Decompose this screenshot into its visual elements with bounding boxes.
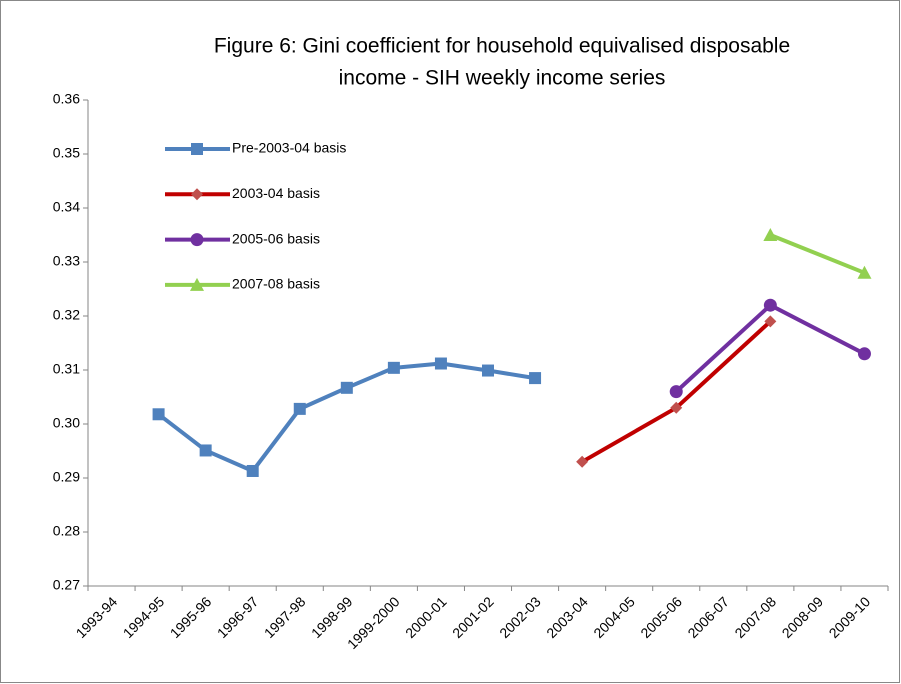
legend-label: 2003-04 basis (232, 185, 320, 201)
legend-label: 2007-08 basis (232, 276, 320, 292)
y-tick-label: 0.28 (53, 523, 80, 539)
chart-title: income - SIH weekly income series (339, 67, 666, 90)
data-point (387, 361, 400, 374)
y-tick-label: 0.33 (53, 253, 80, 269)
data-point (152, 408, 165, 421)
legend-marker (191, 188, 203, 201)
data-point (669, 385, 683, 399)
y-tick-label: 0.36 (53, 91, 80, 107)
legend-marker (190, 233, 204, 247)
data-point (857, 265, 872, 279)
data-point (246, 464, 259, 477)
y-tick-label: 0.29 (53, 469, 80, 485)
y-tick-label: 0.30 (53, 415, 80, 431)
legend-marker (190, 277, 204, 291)
y-tick-label: 0.35 (53, 145, 80, 161)
y-tick-label: 0.32 (53, 307, 80, 323)
y-tick-label: 0.34 (53, 199, 80, 215)
data-point (576, 455, 589, 468)
legend-label: 2005-06 basis (232, 230, 320, 246)
series-line (769, 233, 866, 275)
chart-title: Figure 6: Gini coefficient for household… (214, 35, 790, 58)
data-point (482, 364, 494, 377)
data-point (293, 402, 306, 415)
data-point (764, 315, 777, 328)
data-point (529, 372, 542, 385)
data-point (434, 357, 447, 370)
legend-label: Pre-2003-04 basis (232, 140, 346, 156)
data-point (199, 444, 212, 457)
legend-marker (191, 143, 203, 155)
y-tick-label: 0.27 (53, 577, 80, 593)
y-tick-label: 0.31 (53, 361, 80, 377)
data-point (763, 298, 777, 312)
data-point (857, 347, 871, 361)
data-point (763, 228, 778, 241)
data-point (670, 401, 683, 414)
data-point (340, 381, 353, 394)
